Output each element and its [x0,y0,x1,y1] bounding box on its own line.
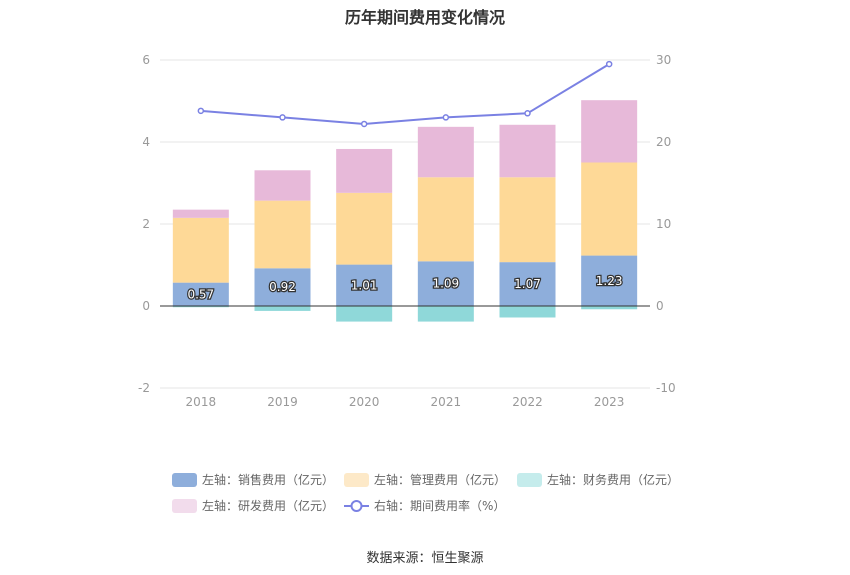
legend-swatch-rnd [172,499,197,513]
legend-label-sales: 左轴：销售费用（亿元） [202,473,335,487]
rate-point [360,120,368,128]
rate-point [442,114,450,121]
bar-segment [581,255,638,306]
legend-label-rate: 右轴：期间费用率（%） [374,499,506,513]
right-axis-tick-label: 30 [656,53,671,67]
bar-segment [172,217,229,283]
bar-segment [417,126,474,178]
bar-data-label: 1.09 [432,277,459,291]
bar-segment [336,264,393,306]
bar-segment [581,162,638,256]
x-axis-tick-label: 2023 [594,395,625,409]
bar-segment [499,306,556,318]
right-axis-tick-label: 20 [656,135,671,149]
bar-segment [254,268,311,306]
x-axis-tick-label: 2021 [431,395,462,409]
bar-segment [417,177,474,262]
bar-segment [172,209,229,218]
rate-point [197,107,205,115]
legend-label-admin: 左轴：管理费用（亿元） [374,473,507,487]
bar-segment [336,148,393,193]
bar-segment [499,124,556,178]
bar-segment [336,306,393,322]
x-axis-tick-label: 2020 [349,395,380,409]
bar-segment [254,306,311,311]
bar-segment [172,282,229,306]
left-axis-tick-label: 4 [142,135,150,149]
rate-point [524,110,531,117]
x-axis-tick-label: 2019 [267,395,298,409]
bar-segment [499,262,556,306]
bar-segment [581,100,638,163]
bar-segment [172,306,229,308]
bar-segment [254,200,311,269]
right-axis-tick-label: 0 [656,299,664,313]
rate-line [200,63,610,125]
chart-title: 历年期间费用变化情况 [344,8,505,27]
legend-label-rnd: 左轴：研发费用（亿元） [202,499,335,513]
legend-swatch-finance [517,473,542,487]
bar-segment [499,177,556,263]
data-source: 数据来源：恒生聚源 [366,551,484,566]
left-axis-tick-label: 2 [142,217,150,231]
legend-swatch-admin [344,473,369,487]
bar-data-label: 0.57 [187,287,214,301]
left-axis-tick-label: -2 [138,381,150,395]
bar-data-label: 1.23 [596,274,623,288]
legend-label-finance: 左轴：财务费用（亿元） [547,473,680,487]
bar-data-label: 1.07 [514,277,541,291]
bar-segment [336,192,393,265]
legend-swatch-sales [172,473,197,487]
x-axis-tick-label: 2022 [512,395,543,409]
rate-point [279,114,286,121]
bar-segment [581,306,638,310]
bar-data-label: 0.92 [269,280,296,294]
bar-segment [417,261,474,306]
right-axis-tick-label: -10 [656,381,676,395]
bar-data-label: 1.01 [351,278,378,292]
rate-point [605,60,613,68]
bar-segment [254,170,311,201]
left-axis-tick-label: 6 [142,53,150,67]
right-axis-tick-label: 10 [656,217,671,231]
bar-segment [417,306,474,322]
left-axis-tick-label: 0 [142,299,150,313]
legend-swatch-rate [344,500,369,512]
x-axis-tick-label: 2018 [186,395,217,409]
